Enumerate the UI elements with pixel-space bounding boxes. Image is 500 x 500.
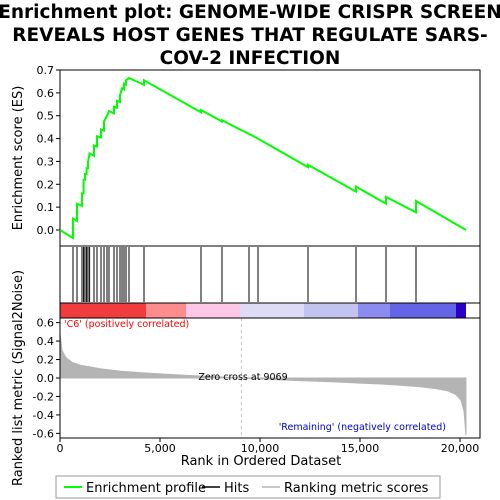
heat-bar-segment [358,303,390,318]
heat-bar-segment [304,303,358,318]
heat-bar-segment [240,303,304,318]
metric-y-tick-label: 0.4 [37,335,55,348]
es-axis-label: Enrichment score (ES) [11,86,26,231]
metric-y-tick-label: 0.0 [37,372,55,385]
ranking-metric-panel: -0.6 -0.4 -0.2 0.0 0.2 0.4 0.6 'C6' (positivel… [33,317,481,440]
metric-y-tick-label: -0.6 [33,427,54,440]
es-y-tick-label: 0.5 [37,110,55,123]
es-y-tick-label: 0.0 [37,224,55,237]
metric-y-tick-label: -0.4 [33,409,54,422]
metric-y-tick-label: 0.6 [37,317,55,330]
x-axis-label: Rank in Ordered Dataset [181,454,342,469]
x-tick-label: 5,000 [144,442,176,455]
ranking-heat-bar [60,303,466,318]
legend-metric-label: Ranking metric scores [284,481,429,496]
chart-title-line-3: COV-2 INFECTION [160,48,341,69]
legend-hits-label: Hits [224,481,249,496]
positive-correlation-label: 'C6' (positively correlated) [64,319,189,330]
es-y-tick-label: 0.1 [37,201,55,214]
es-y-tick-label: 0.3 [37,155,55,168]
es-y-ticks: 0.0 0.1 0.2 0.3 0.4 0.5 0.6 0.7 [37,64,60,237]
zero-cross-label: Zero cross at 9069 [198,372,287,383]
x-tick-label: 10,000 [241,442,280,455]
metric-y-tick-label: -0.2 [33,390,54,403]
legend-enrichment-label: Enrichment profile [86,481,206,496]
heat-bar-segment [390,303,456,318]
legend-box [55,475,441,499]
heat-bar-segment [456,303,466,318]
x-tick-label: 20,000 [441,442,480,455]
chart-title-line-2: REVEALS HOST GENES THAT REGULATE SARS- [12,25,487,46]
x-tick-label: 15,000 [341,442,380,455]
metric-y-ticks: -0.6 -0.4 -0.2 0.0 0.2 0.4 0.6 [33,317,60,440]
es-y-tick-label: 0.2 [37,178,55,191]
metric-y-tick-label: 0.2 [37,354,55,367]
heat-bar-segment [60,303,146,318]
heat-bar-segment [186,303,240,318]
legend: Enrichment profile Hits Ranking metric s… [55,475,441,499]
ranking-metric-area [59,333,467,436]
es-y-tick-label: 0.6 [37,87,55,100]
x-tick-label: 0 [57,442,64,455]
negative-correlation-label: 'Remaining' (negatively correlated) [279,422,446,433]
hit-lines [72,247,417,302]
hits-panel [59,245,481,304]
chart-title-line-1: Enrichment plot: GENOME-WIDE CRISPR SCRE… [0,2,500,23]
heat-bar-segment [146,303,186,318]
enrichment-score-panel: 0.0 0.1 0.2 0.3 0.4 0.5 0.6 0.7 [37,64,481,247]
metric-axis-label: Ranked list metric (Signal2Noise) [11,270,26,486]
es-y-tick-label: 0.7 [37,64,55,77]
enrichment-profile-line [59,76,467,240]
es-y-tick-label: 0.4 [37,133,55,146]
x-axis-ticks: 0 5,000 10,000 15,000 20,000 [57,438,480,455]
